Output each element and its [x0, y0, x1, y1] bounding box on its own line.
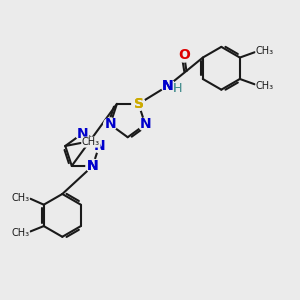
Text: N: N [76, 127, 88, 141]
Circle shape [103, 118, 117, 131]
Text: N: N [140, 118, 151, 131]
Text: H: H [173, 82, 182, 95]
Text: N: N [162, 79, 174, 93]
Text: N: N [87, 159, 98, 173]
Text: N: N [87, 159, 98, 173]
Circle shape [139, 118, 152, 131]
Circle shape [161, 79, 175, 92]
Text: CH₃: CH₃ [256, 46, 274, 56]
Circle shape [132, 97, 145, 110]
Circle shape [86, 159, 99, 172]
Text: N: N [93, 139, 105, 153]
Text: N: N [104, 118, 116, 131]
Circle shape [76, 127, 89, 140]
Circle shape [161, 79, 175, 92]
Text: S: S [134, 97, 143, 111]
Text: CH₃: CH₃ [11, 193, 29, 202]
Circle shape [93, 140, 106, 152]
Text: CH₃: CH₃ [256, 80, 274, 91]
Circle shape [86, 159, 99, 172]
Circle shape [132, 97, 145, 110]
Text: H: H [173, 82, 182, 95]
Circle shape [178, 49, 190, 62]
Text: CH₃: CH₃ [82, 137, 100, 147]
Text: N: N [162, 79, 174, 93]
Text: S: S [134, 97, 143, 111]
Text: O: O [178, 49, 190, 62]
Text: CH₃: CH₃ [11, 228, 29, 238]
